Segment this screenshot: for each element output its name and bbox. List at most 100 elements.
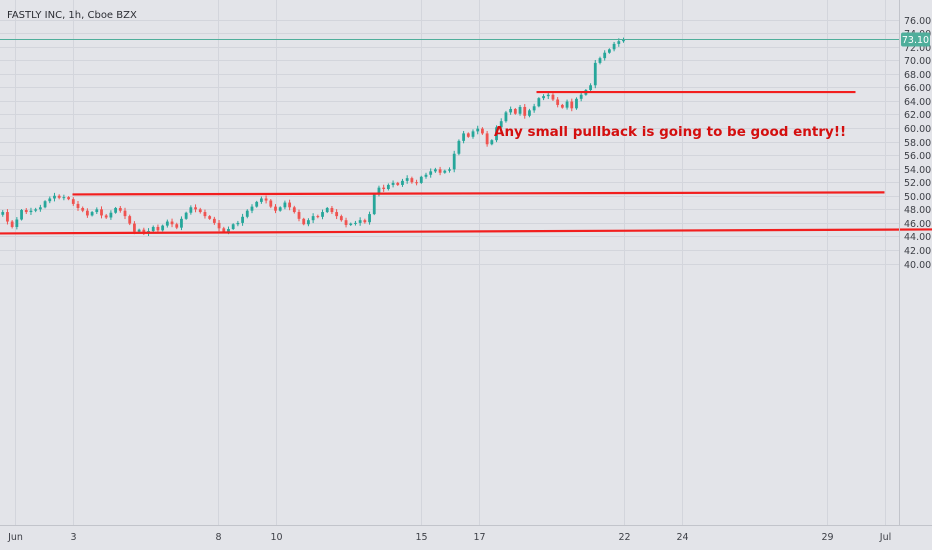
candle [250, 204, 254, 214]
candle [38, 204, 42, 212]
candle [264, 195, 268, 204]
candle [311, 213, 315, 224]
x-tick-label: 8 [215, 532, 221, 543]
candle [419, 175, 423, 184]
candle-body [325, 207, 329, 213]
candle-body [485, 133, 489, 145]
candle [405, 175, 409, 184]
candle-body [269, 200, 273, 207]
candle-body [1, 212, 5, 215]
candle [194, 204, 197, 213]
candle-body [6, 212, 9, 222]
x-tick-label: 29 [821, 532, 833, 543]
x-tick-label: 15 [415, 532, 427, 543]
candle-body [429, 171, 433, 175]
candle-body [227, 229, 230, 232]
candle-body [363, 220, 367, 223]
candle-body [495, 127, 498, 141]
y-tick-label: 70.00 [904, 56, 931, 67]
candle-body [241, 216, 244, 223]
candle [288, 199, 292, 211]
candle-body [109, 212, 113, 218]
candle [6, 209, 9, 225]
candle-body [344, 220, 348, 225]
candle-body [532, 106, 536, 111]
time-axis: Jun38101517222429Jul6813 [7, 532, 891, 543]
candle-body [565, 101, 569, 108]
y-tick-label: 46.00 [904, 219, 931, 230]
candle [85, 208, 89, 218]
candle-body [551, 94, 555, 100]
candle [53, 192, 56, 202]
candle-body [137, 229, 141, 232]
candle-body [24, 210, 28, 213]
candle-body [528, 110, 531, 116]
candle [170, 218, 174, 228]
candle-body [189, 207, 193, 213]
y-tick-label: 56.00 [904, 151, 931, 162]
candle [321, 209, 324, 220]
y-tick-label: 76.00 [904, 16, 931, 27]
candle [481, 127, 484, 135]
candle [259, 196, 263, 204]
trendlines [0, 90, 932, 235]
candle-body [354, 222, 357, 224]
y-tick-label: 44.00 [904, 232, 931, 243]
candle [151, 225, 155, 233]
candle [363, 218, 367, 224]
candle-body [368, 214, 371, 223]
candle-body [133, 223, 136, 232]
candle [217, 219, 221, 232]
candle [90, 211, 94, 217]
candle-body [518, 106, 522, 114]
candle [24, 208, 28, 215]
candle-body [194, 207, 197, 210]
candle-body [391, 182, 395, 185]
candle [76, 201, 80, 211]
candle-body [53, 195, 56, 199]
y-tick-label: 40.00 [904, 260, 931, 271]
candle-body [212, 218, 216, 223]
candle [316, 214, 320, 219]
candle [123, 207, 127, 220]
candle [29, 207, 33, 215]
candle-body [607, 49, 611, 53]
candle [236, 220, 240, 227]
candle-body [612, 43, 616, 50]
candle [81, 206, 85, 213]
candle [255, 200, 259, 208]
candle [95, 207, 99, 215]
candle-body [523, 106, 527, 116]
candle-body [349, 223, 353, 225]
candle [612, 41, 616, 52]
candle-body [170, 221, 174, 225]
last-price-label: 73.10 [902, 35, 929, 46]
candle [603, 50, 607, 61]
candle-body [466, 133, 470, 137]
candle-body [433, 169, 437, 172]
candle [518, 104, 522, 116]
candle [15, 217, 19, 230]
candle-body [29, 210, 33, 213]
candle [528, 108, 531, 118]
y-tick-label: 48.00 [904, 205, 931, 216]
candle [43, 200, 47, 209]
candle [57, 194, 61, 200]
candle [495, 125, 498, 143]
y-tick-label: 52.00 [904, 178, 931, 189]
candle-body [302, 218, 306, 225]
candle [438, 166, 442, 176]
candle-body [283, 202, 287, 208]
candle-body [462, 133, 466, 141]
candle [354, 220, 357, 226]
candle [448, 167, 451, 173]
candle-body [198, 209, 202, 213]
candle-body [382, 187, 386, 189]
candle [607, 48, 611, 54]
candle-body [452, 153, 456, 170]
candle [189, 205, 193, 215]
candle [161, 224, 165, 232]
candle [231, 223, 235, 231]
candle-body [330, 207, 334, 213]
